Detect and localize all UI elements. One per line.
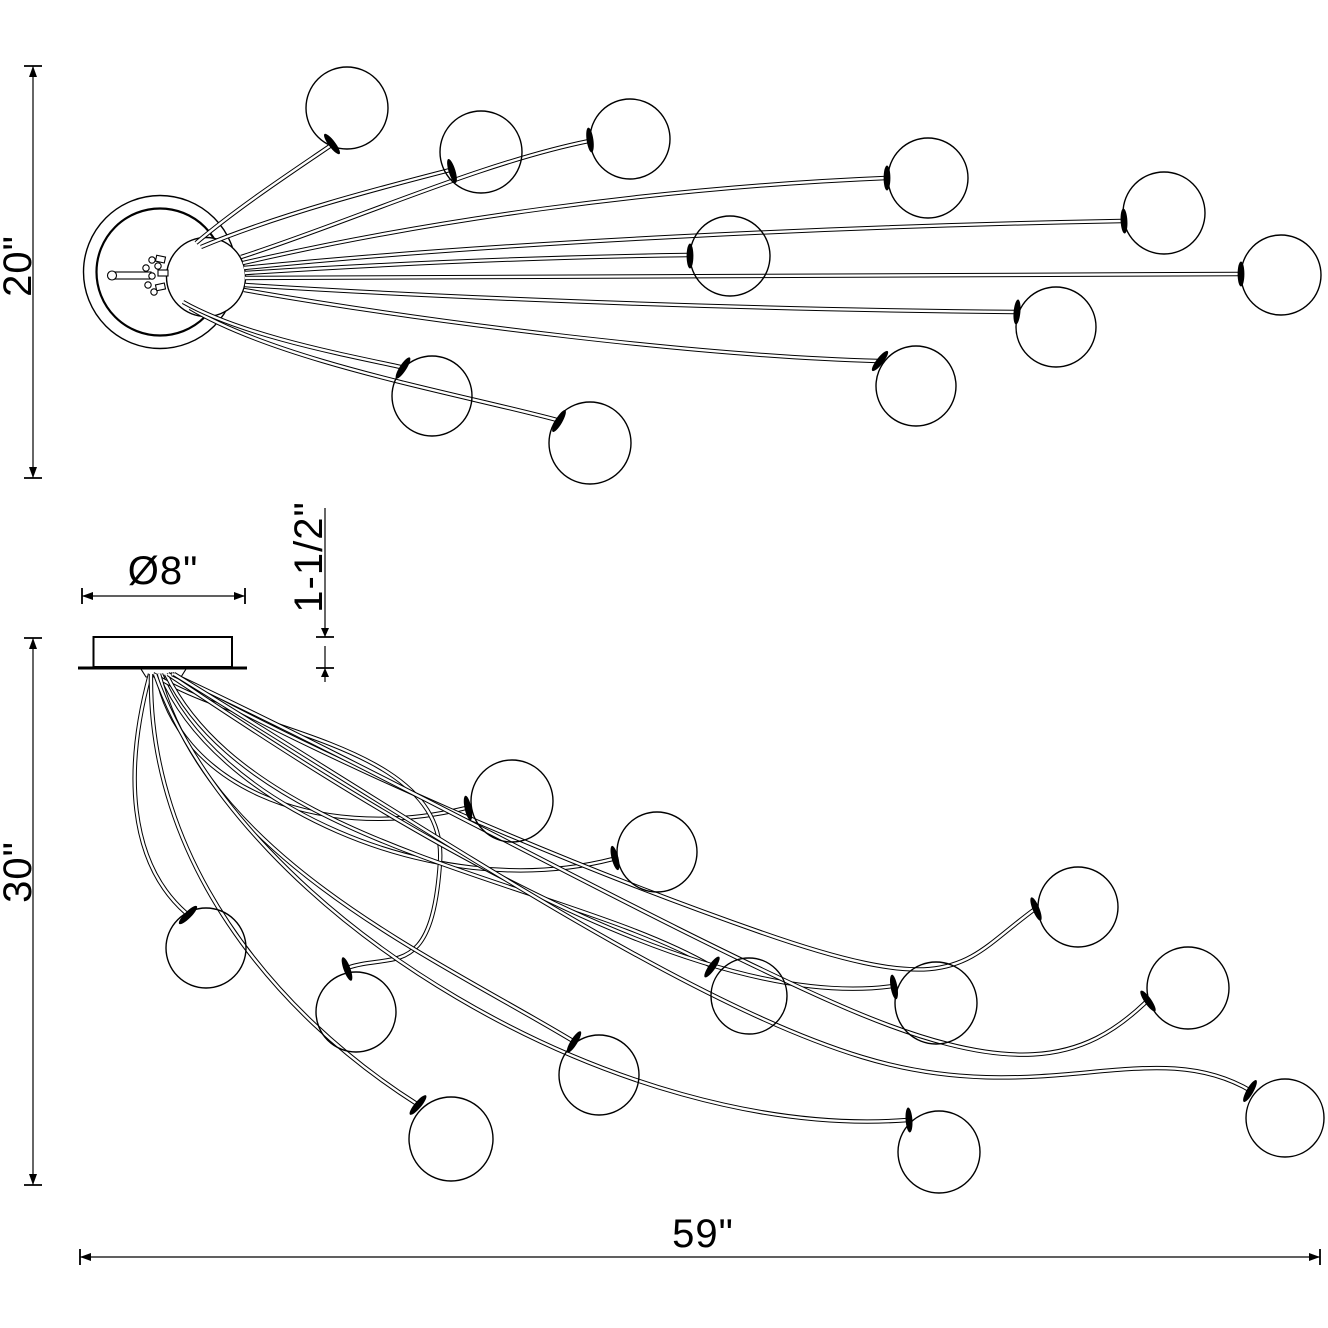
plan-view: 20"	[0, 65, 1322, 485]
dimension-canopy-depth: 1-1/2"	[287, 501, 334, 682]
globe	[589, 98, 671, 180]
dimension-fixture-width: 59"	[79, 1212, 1321, 1265]
hub-hardware	[106, 254, 169, 296]
globe	[470, 759, 554, 843]
globe	[558, 1034, 640, 1116]
globe	[897, 1110, 981, 1194]
plan-globes	[305, 66, 1322, 485]
globe	[391, 355, 473, 437]
globe	[710, 957, 788, 1035]
globe	[408, 1096, 494, 1182]
dimension-label-59: 59"	[672, 1212, 734, 1256]
dimension-label-canopy-depth: 1-1/2"	[287, 501, 331, 612]
globe	[1037, 866, 1119, 948]
globe	[1146, 946, 1230, 1030]
canopy-elevation	[78, 636, 247, 678]
dimension-canopy-diameter: Ø8"	[81, 549, 246, 604]
globe	[887, 137, 969, 219]
globe	[315, 971, 397, 1053]
dimension-label-20: 20"	[0, 235, 40, 297]
dimension-plan-height: 20"	[0, 65, 42, 479]
globe	[165, 907, 247, 989]
globe	[1122, 171, 1206, 255]
globe	[875, 345, 957, 427]
dimension-label-30: 30"	[0, 841, 40, 903]
elevation-wire-stems	[135, 674, 1251, 1122]
hub-globe	[165, 236, 247, 318]
dimension-fixture-height: 30"	[0, 637, 42, 1186]
elevation-globes	[165, 759, 1325, 1194]
elevation-sockets	[178, 795, 1257, 1133]
plan-sockets	[324, 127, 1245, 432]
globe	[305, 66, 389, 150]
elevation-view: Ø8" 1-1/2" 30" 59"	[0, 501, 1325, 1265]
dimension-label-canopy-diameter: Ø8"	[128, 549, 199, 593]
globe	[894, 961, 978, 1045]
globe	[1245, 1078, 1325, 1158]
plan-wire-stems	[183, 141, 1239, 420]
globe	[616, 811, 698, 893]
globe	[1015, 286, 1097, 368]
globe	[439, 110, 523, 194]
globe	[1240, 234, 1322, 316]
globe	[689, 215, 771, 297]
globe	[548, 401, 632, 485]
